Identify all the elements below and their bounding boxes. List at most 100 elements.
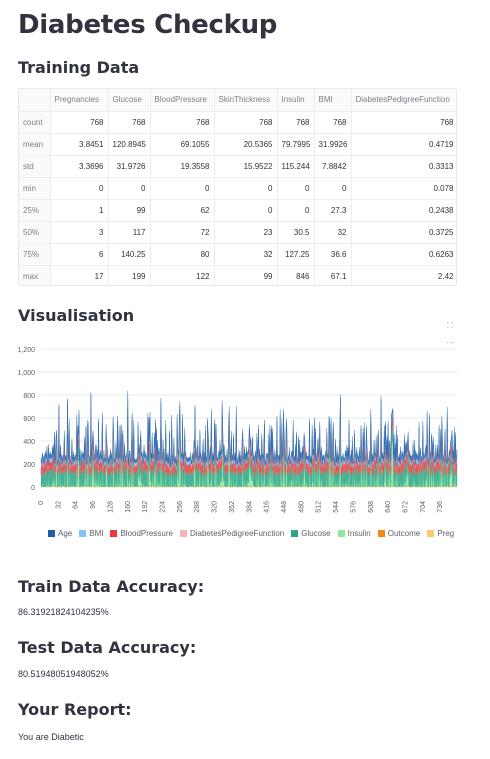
table-cell[interactable]: 768 bbox=[50, 111, 109, 134]
table-cell[interactable]: 27.3 bbox=[314, 199, 352, 222]
index-header[interactable] bbox=[19, 89, 51, 112]
column-header[interactable]: DiabetesPedigreeFunction bbox=[351, 89, 456, 112]
table-cell[interactable]: 6 bbox=[50, 243, 109, 266]
table-cell[interactable]: 0 bbox=[314, 177, 352, 200]
table-cell[interactable]: 67.1 bbox=[314, 265, 352, 285]
x-tick-label: 416 bbox=[264, 501, 271, 513]
table-cell[interactable]: 23 bbox=[214, 221, 278, 244]
row-label[interactable]: max bbox=[19, 265, 51, 285]
column-header[interactable]: SkinThickness bbox=[214, 89, 278, 112]
table-cell[interactable]: 768 bbox=[108, 111, 151, 134]
table-cell[interactable]: 36.6 bbox=[314, 243, 352, 266]
column-header[interactable]: Glucose bbox=[108, 89, 151, 112]
legend-item[interactable]: BloodPressure bbox=[110, 529, 173, 538]
table-cell[interactable]: 768 bbox=[351, 111, 456, 134]
legend-item[interactable]: Insulin bbox=[337, 529, 371, 538]
row-label[interactable]: 75% bbox=[19, 243, 51, 266]
table-cell[interactable]: 0.3725 bbox=[351, 221, 456, 244]
table-cell[interactable]: 0.2438 bbox=[351, 199, 456, 222]
legend-label: Outcome bbox=[387, 529, 421, 538]
table-cell[interactable]: 31.9726 bbox=[108, 155, 151, 178]
row-label[interactable]: mean bbox=[19, 133, 51, 156]
table-cell[interactable]: 62 bbox=[150, 199, 215, 222]
x-tick-label: 96 bbox=[90, 501, 97, 509]
table-cell[interactable]: 0 bbox=[50, 177, 109, 200]
table-cell[interactable]: 99 bbox=[108, 199, 151, 222]
legend-item[interactable]: BMI bbox=[79, 529, 103, 538]
legend-item[interactable]: DiabetesPedigreeFunction bbox=[179, 529, 284, 538]
table-cell[interactable]: 768 bbox=[314, 111, 352, 134]
fullscreen-icon[interactable]: ⛶ bbox=[447, 321, 453, 330]
table-cell[interactable]: 768 bbox=[150, 111, 215, 134]
table-cell[interactable]: 117 bbox=[108, 221, 151, 244]
legend-swatch bbox=[110, 530, 118, 537]
x-tick-label: 672 bbox=[402, 501, 409, 513]
chart-legend: Age BMI BloodPressure DiabetesPedigreeFunct… bbox=[48, 529, 468, 541]
table-cell[interactable]: 768 bbox=[214, 111, 278, 134]
table-cell[interactable]: 846 bbox=[277, 265, 315, 285]
table-cell[interactable]: 20.5365 bbox=[214, 133, 278, 156]
row-label[interactable]: 25% bbox=[19, 199, 51, 222]
table-header-row: Pregnancies Glucose BloodPressure SkinThick… bbox=[19, 89, 456, 112]
table-cell[interactable]: 69.1055 bbox=[150, 133, 215, 156]
table-cell[interactable]: 32 bbox=[214, 243, 278, 266]
table-cell[interactable]: 122 bbox=[150, 265, 215, 285]
legend-item[interactable]: Age bbox=[48, 529, 72, 538]
table-cell[interactable]: 115.244 bbox=[277, 155, 315, 178]
row-label[interactable]: count bbox=[19, 111, 51, 134]
table-cell[interactable]: 199 bbox=[108, 265, 151, 285]
table-cell[interactable]: 0.078 bbox=[351, 177, 456, 200]
column-header[interactable]: BloodPressure bbox=[150, 89, 215, 112]
table-cell[interactable]: 17 bbox=[50, 265, 109, 285]
table-cell[interactable]: 79.7995 bbox=[277, 133, 315, 156]
table-cell[interactable]: 7.8842 bbox=[314, 155, 352, 178]
x-tick-label: 128 bbox=[107, 501, 114, 513]
legend-label: Insulin bbox=[347, 529, 371, 538]
column-header[interactable]: BMI bbox=[314, 89, 352, 112]
table-cell[interactable]: 0 bbox=[214, 199, 278, 222]
table-cell[interactable]: 127.25 bbox=[277, 243, 315, 266]
table-cell[interactable]: 768 bbox=[277, 111, 315, 134]
column-header[interactable]: Pregnancies bbox=[50, 89, 109, 112]
table-cell[interactable]: 0.4719 bbox=[351, 133, 456, 156]
x-tick-label: 352 bbox=[229, 501, 236, 513]
y-tick-label: 0 bbox=[31, 485, 35, 492]
table-cell[interactable]: 31.9926 bbox=[314, 133, 352, 156]
table-cell[interactable]: 30.5 bbox=[277, 221, 315, 244]
table-cell[interactable]: 99 bbox=[214, 265, 278, 285]
column-header[interactable]: Insulin bbox=[277, 89, 315, 112]
table-cell[interactable]: 3.8451 bbox=[50, 133, 109, 156]
table-cell[interactable]: 0 bbox=[108, 177, 151, 200]
table-cell[interactable]: 3 bbox=[50, 221, 109, 244]
table-cell[interactable]: 140.25 bbox=[108, 243, 151, 266]
legend-item[interactable]: Preg bbox=[427, 529, 454, 538]
table-cell[interactable]: 0 bbox=[277, 199, 315, 222]
table-cell[interactable]: 80 bbox=[150, 243, 215, 266]
table-cell[interactable]: 3.3696 bbox=[50, 155, 109, 178]
row-label[interactable]: std bbox=[19, 155, 51, 178]
row-label[interactable]: 50% bbox=[19, 221, 51, 244]
area-series-age[interactable] bbox=[40, 390, 458, 467]
stacked-area-chart[interactable]: 0 200 400 600 800 1,000 1,200 0 32 64 96 128 160 192… bbox=[0, 336, 490, 516]
table-cell[interactable]: 0.3313 bbox=[351, 155, 456, 178]
table-row: count 768 768 768 768 768 768 768 bbox=[19, 111, 456, 134]
legend-item[interactable]: Outcome bbox=[377, 529, 421, 538]
table-cell[interactable]: 19.3558 bbox=[150, 155, 215, 178]
y-tick-label: 200 bbox=[23, 462, 35, 469]
table-cell[interactable]: 120.8945 bbox=[108, 133, 151, 156]
table-cell[interactable]: 15.9522 bbox=[214, 155, 278, 178]
table-cell[interactable]: 2.42 bbox=[351, 265, 456, 285]
x-tick-label: 384 bbox=[246, 501, 253, 513]
table-cell[interactable]: 0 bbox=[214, 177, 278, 200]
table-cell[interactable]: 0 bbox=[150, 177, 215, 200]
table-cell[interactable]: 0 bbox=[277, 177, 315, 200]
legend-item[interactable]: Glucose bbox=[291, 529, 331, 538]
table-cell[interactable]: 72 bbox=[150, 221, 215, 244]
training-data-table[interactable]: Pregnancies Glucose BloodPressure SkinThick… bbox=[18, 88, 457, 286]
table-cell[interactable]: 32 bbox=[314, 221, 352, 244]
table-cell[interactable]: 0.6263 bbox=[351, 243, 456, 266]
x-tick-label: 224 bbox=[159, 501, 166, 513]
more-icon[interactable]: ⋯ bbox=[446, 338, 454, 347]
row-label[interactable]: min bbox=[19, 177, 51, 200]
table-cell[interactable]: 1 bbox=[50, 199, 109, 222]
